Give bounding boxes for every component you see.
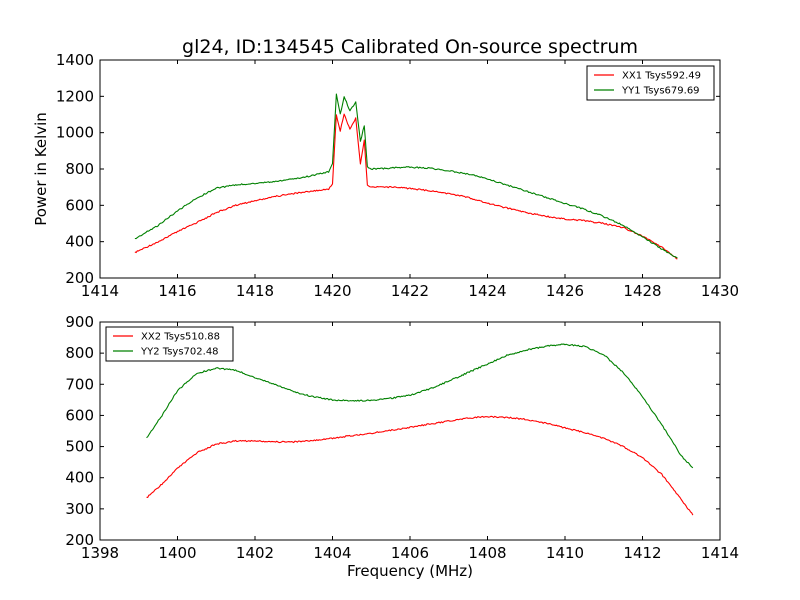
- top-plot-legend: XX1 Tsys592.49 YY1 Tsys679.69: [586, 65, 715, 101]
- top-plot-y-tick-label: 600: [65, 196, 94, 214]
- bottom-plot-line-yy2: [146, 343, 694, 469]
- bottom-plot-x-tick-label: 1414: [701, 544, 739, 562]
- bottom-plot-x-tick-label: 1402: [236, 544, 274, 562]
- bottom-plot-x-tick-label: 1404: [313, 544, 351, 562]
- bottom-plot-y-tick-label: 500: [65, 438, 94, 456]
- top-plot-x-tick-label: 1420: [313, 282, 351, 300]
- bottom-plot-y-tick-label: 900: [65, 313, 94, 331]
- bottom-plot-x-tick-label: 1400: [158, 544, 196, 562]
- top-plot-y-tick-label: 800: [65, 160, 94, 178]
- bottom-plot-y-tick-label: 700: [65, 375, 94, 393]
- top-plot-x-tick-label: 1414: [81, 282, 119, 300]
- top-plot-x-tick-label: 1422: [391, 282, 429, 300]
- bottom-plot-y-tick-label: 600: [65, 406, 94, 424]
- bottom-plot-y-ticks: 200 300 400 500 600 700 800 900: [65, 313, 720, 549]
- bottom-plot-line-xx2: [146, 415, 694, 516]
- top-plot-line-yy1: [134, 93, 678, 259]
- chart-title: gl24, ID:134545 Calibrated On-source spe…: [182, 36, 638, 58]
- bottom-plot-x-tick-label: 1410: [546, 544, 584, 562]
- top-plot-y-tick-label: 1000: [56, 124, 94, 142]
- top-plot-x-tick-label: 1416: [158, 282, 196, 300]
- bottom-plot-series: [146, 343, 694, 516]
- bottom-plot-x-tick-label: 1412: [623, 544, 661, 562]
- bottom-plot-legend-label-yy2: YY2 Tsys702.48: [140, 347, 219, 358]
- top-plot-x-tick-label: 1418: [236, 282, 274, 300]
- top-plot-legend-label-xx1: XX1 Tsys592.49: [622, 71, 701, 82]
- bottom-plot: 1398 1400 1402 1404 1406 1408 1410 1412 1414 200…: [65, 313, 739, 580]
- top-plot-y-tick-label: 200: [65, 269, 94, 287]
- bottom-plot-x-tick-label: 1398: [81, 544, 119, 562]
- top-plot-series: [134, 93, 678, 260]
- top-plot-y-tick-label: 1200: [56, 87, 94, 105]
- top-plot-x-ticks: 1414 1416 1418 1420 1422 1424 1426 1428 1430: [81, 60, 739, 300]
- top-plot-y-ticks: 200 400 600 800 1000 1200 1400: [56, 51, 720, 287]
- bottom-plot-legend-label-xx2: XX2 Tsys510.88: [141, 332, 220, 343]
- top-plot-x-tick-label: 1428: [623, 282, 661, 300]
- top-plot-y-tick-label: 400: [65, 233, 94, 251]
- bottom-plot-x-tick-label: 1406: [391, 544, 429, 562]
- bottom-plot-x-axis-label: Frequency (MHz): [347, 562, 473, 580]
- bottom-plot-y-tick-label: 800: [65, 344, 94, 362]
- bottom-plot-x-ticks: 1398 1400 1402 1404 1406 1408 1410 1412 1414: [81, 322, 739, 562]
- top-plot-legend-label-yy1: YY1 Tsys679.69: [621, 86, 700, 97]
- bottom-plot-y-tick-label: 400: [65, 469, 94, 487]
- top-plot-y-axis-label: Power in Kelvin: [32, 112, 50, 226]
- top-plot-x-tick-label: 1430: [701, 282, 739, 300]
- bottom-plot-legend: XX2 Tsys510.88 YY2 Tsys702.48: [105, 326, 234, 362]
- bottom-plot-y-tick-label: 300: [65, 500, 94, 518]
- bottom-plot-legend-box: [105, 326, 234, 362]
- top-plot: 1414 1416 1418 1420 1422 1424 1426 1428 1430 200…: [32, 51, 739, 300]
- bottom-plot-y-tick-label: 200: [65, 531, 94, 549]
- top-plot-x-tick-label: 1424: [468, 282, 506, 300]
- top-plot-legend-box: [586, 65, 715, 101]
- bottom-plot-x-tick-label: 1408: [468, 544, 506, 562]
- top-plot-y-tick-label: 1400: [56, 51, 94, 69]
- top-plot-x-tick-label: 1426: [546, 282, 584, 300]
- top-plot-line-xx1: [134, 113, 678, 260]
